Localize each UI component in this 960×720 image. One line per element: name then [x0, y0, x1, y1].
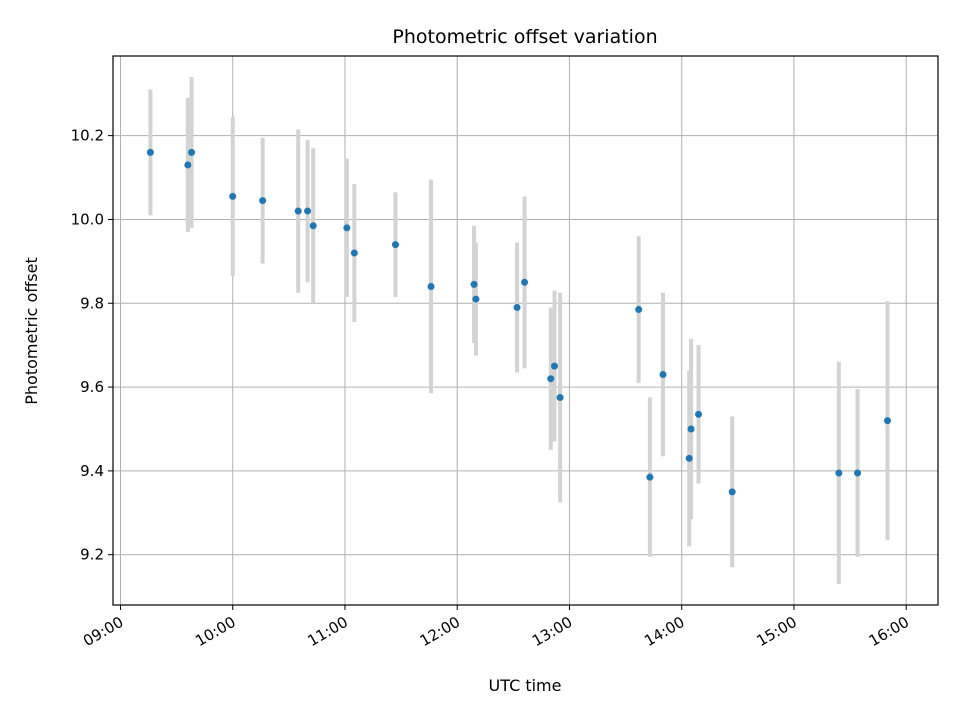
data-point	[728, 488, 736, 496]
data-point	[343, 224, 351, 232]
data-point	[470, 280, 478, 288]
data-point	[659, 371, 667, 379]
data-point	[835, 469, 843, 477]
data-point	[259, 197, 267, 205]
y-tick-label: 10.2	[71, 127, 104, 145]
data-point	[550, 362, 558, 370]
data-point	[556, 394, 564, 402]
data-point	[350, 249, 358, 257]
x-axis-label: UTC time	[489, 676, 562, 695]
data-point	[294, 207, 302, 215]
data-point	[472, 295, 480, 303]
y-tick-label: 9.4	[80, 462, 104, 480]
plot-frame	[112, 55, 939, 606]
data-point	[309, 222, 317, 230]
y-axis-ticks: 9.2 9.4 9.6 9.8 10.0 10.2	[71, 127, 113, 564]
data-point	[391, 241, 399, 249]
chart-title: Photometric offset variation	[392, 26, 657, 48]
data-point	[229, 192, 237, 200]
data-point	[685, 454, 693, 462]
data-point	[635, 306, 643, 314]
data-point	[188, 148, 196, 156]
data-point	[695, 410, 703, 418]
y-tick-label: 9.8	[80, 294, 104, 312]
data-point	[687, 425, 695, 433]
y-tick-label: 10.0	[71, 210, 104, 228]
y-axis-label: Photometric offset	[22, 257, 41, 405]
data-point	[513, 303, 521, 311]
data-point	[646, 473, 654, 481]
data-point	[547, 375, 555, 383]
data-point	[304, 207, 312, 215]
data-point	[146, 148, 154, 156]
data-point	[883, 417, 891, 425]
data-point	[521, 278, 529, 286]
data-point	[854, 469, 862, 477]
data-point	[184, 161, 192, 169]
data-point	[427, 282, 435, 290]
y-tick-label: 9.2	[80, 546, 104, 564]
y-tick-label: 9.6	[80, 378, 104, 396]
data-markers	[146, 148, 891, 496]
